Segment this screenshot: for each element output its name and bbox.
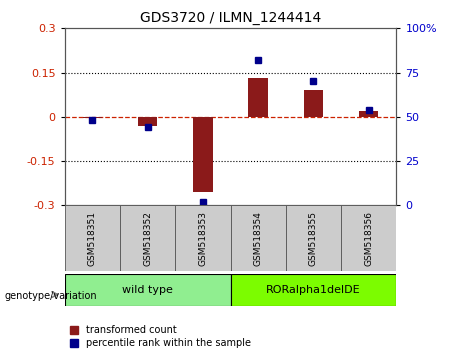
Bar [230, 205, 286, 271]
Text: GSM518354: GSM518354 [254, 211, 263, 266]
Text: GSM518351: GSM518351 [88, 211, 97, 266]
Bar [359, 111, 378, 117]
Bar [286, 205, 341, 271]
Text: GSM518352: GSM518352 [143, 211, 152, 266]
Bar [65, 205, 120, 271]
Title: GDS3720 / ILMN_1244414: GDS3720 / ILMN_1244414 [140, 11, 321, 24]
Bar [83, 117, 102, 118]
Text: wild type: wild type [122, 285, 173, 295]
Text: GSM518356: GSM518356 [364, 211, 373, 266]
Bar [138, 117, 157, 126]
Bar [230, 274, 396, 306]
Text: RORalpha1delDE: RORalpha1delDE [266, 285, 361, 295]
Text: genotype/variation: genotype/variation [5, 291, 97, 301]
Legend: transformed count, percentile rank within the sample: transformed count, percentile rank withi… [70, 324, 252, 349]
Bar [65, 274, 230, 306]
Bar [304, 90, 323, 117]
Bar [193, 117, 213, 192]
Bar [248, 79, 268, 117]
Bar [341, 205, 396, 271]
Text: GSM518355: GSM518355 [309, 211, 318, 266]
Bar [175, 205, 230, 271]
Text: GSM518353: GSM518353 [198, 211, 207, 266]
Bar [120, 205, 175, 271]
